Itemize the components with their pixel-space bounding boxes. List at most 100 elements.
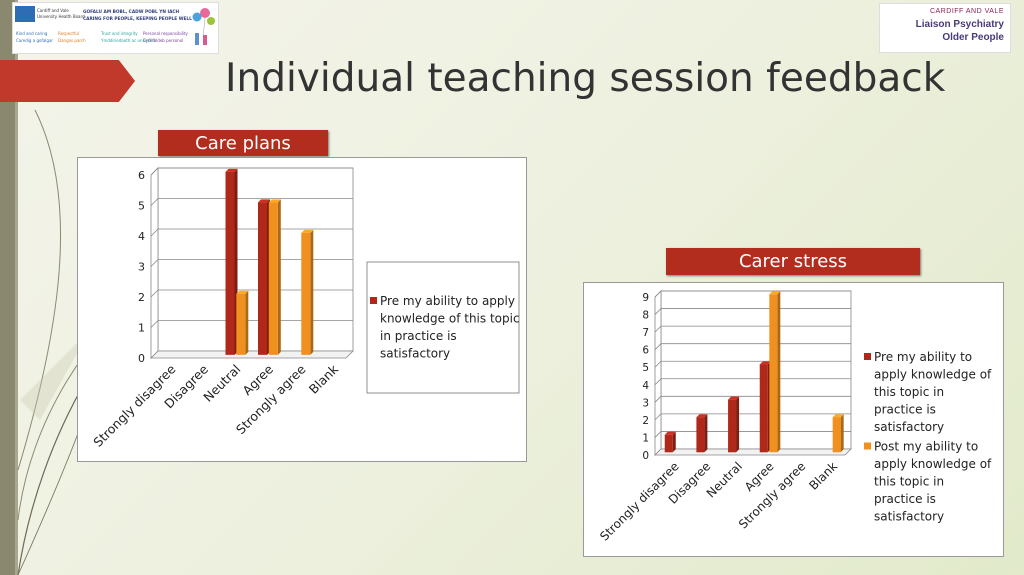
values-row: Kind and caring Respectful Trust and int… [16, 31, 189, 43]
gridline-side [654, 431, 662, 438]
bar-chart0-s1-c3 [268, 199, 281, 355]
gridline-side [150, 289, 159, 298]
legend-label: Post my ability to [874, 440, 978, 454]
legend-entry: Pre my ability to apply knowledge of this … [864, 350, 992, 434]
y-tick-label: 4 [138, 230, 145, 243]
legend-label: knowledge of this topic [380, 312, 520, 326]
bar-chart1-s1-c5 [832, 414, 844, 453]
legend-label: this topic in [874, 385, 944, 399]
value-welsh-3: Cyfrifoldeb personol [143, 38, 183, 43]
value-2: Trust and integrity [100, 31, 138, 36]
y-tick-label: 7 [642, 327, 649, 339]
red-arrow-decor [0, 60, 135, 102]
y-tick-label: 1 [642, 432, 649, 444]
value-welsh-0: Caredig a gofalgar [16, 38, 53, 43]
gridline-side [150, 320, 159, 328]
legend-label: practice is [874, 403, 936, 417]
y-tick-label: 0 [642, 450, 649, 462]
nhs-crest-icon [15, 6, 35, 22]
english-line: CARING FOR PEOPLE, KEEPING PEOPLE WELL [83, 16, 192, 22]
x-tick-label: Blank [306, 361, 342, 397]
logo-line-2: Older People [942, 32, 1004, 43]
balloons-icon [192, 8, 215, 45]
nhs-values-logo: Cardiff and Vale University Health Board… [12, 2, 219, 54]
legend-swatch [864, 442, 871, 450]
bar-chart1-s0-c1 [696, 414, 708, 453]
legend-label: satisfactory [874, 420, 944, 434]
gridline-side [654, 308, 662, 315]
nhs-line-2: University Health Board [37, 14, 85, 19]
gridline-side [654, 396, 662, 403]
x-tick-label: Blank [806, 459, 840, 493]
left-decor-bar [0, 0, 15, 575]
liaison-psychiatry-logo: CARDIFF AND VALE Liaison Psychiatry Olde… [879, 3, 1011, 53]
chart-title-care-plans: Care plans [158, 130, 328, 156]
legend-entry: Pre my ability to apply knowledge of this… [370, 294, 520, 361]
y-tick-label: 6 [642, 345, 649, 357]
legend-label: in practice is [380, 329, 457, 343]
legend-label: apply knowledge of [874, 457, 992, 471]
legend-label: this topic in [874, 475, 944, 489]
y-tick-label: 9 [642, 292, 649, 304]
legend-label: Pre my ability to apply [380, 294, 515, 308]
slide-title: Individual teaching session feedback [225, 56, 946, 101]
bar-chart0-s0-c3 [258, 199, 270, 355]
legend-label: satisfactory [380, 347, 450, 361]
chart-panel-care-plans: 0 1 2 3 4 5 6 Strongly disagree Disagree Neutral A… [77, 157, 527, 462]
gridline-side [150, 167, 159, 176]
chart-title-carer-stress: Carer stress [666, 248, 920, 275]
legend-label: Pre my ability to [874, 350, 972, 364]
value-1: Respectful [58, 31, 79, 36]
y-tick-label: 2 [642, 415, 649, 427]
welsh-line: GOFALU AM BOBL, CADW POBL YN IACH [83, 9, 180, 15]
legend-label: practice is [874, 492, 936, 506]
y-tick-label: 5 [642, 362, 649, 374]
gridline-side [654, 413, 662, 421]
y-tick-label: 3 [138, 261, 145, 274]
gridline-side [654, 325, 662, 333]
x-tick-label: Neutral [704, 459, 745, 500]
y-tick-label: 6 [138, 169, 145, 182]
chart-back-wall [660, 290, 852, 450]
value-welsh-2: Ymddiriedaeth ac uniondeb [100, 38, 157, 43]
bar-chart1-s1-c3 [769, 291, 781, 453]
bar-chart1-s0-c3 [759, 361, 771, 453]
y-tick-label: 1 [138, 322, 145, 335]
bar-chart1-s0-c0 [664, 431, 676, 453]
legend-swatch [370, 297, 377, 304]
gridline-side [654, 290, 662, 298]
left-decor-accent [15, 0, 18, 575]
chart-panel-carer-stress: 0 1 2 3 4 5 6 7 8 9 Strongly disagree Disagree Neutr… [583, 282, 1004, 557]
y-tick-label: 4 [642, 380, 649, 392]
chart-floor [654, 448, 852, 456]
gridline-side [654, 343, 662, 350]
legend-label: satisfactory [874, 510, 944, 524]
gridline-side [150, 228, 159, 237]
y-tick-label: 2 [138, 291, 145, 304]
y-tick-label: 3 [642, 397, 649, 409]
nhs-values-logo-graphic: Cardiff and Vale University Health Board… [15, 6, 215, 45]
gridline-side [150, 259, 159, 267]
y-tick-label: 0 [138, 352, 145, 365]
logo-small-text: CARDIFF AND VALE [930, 8, 1004, 15]
bar-chart0-s1-c4 [301, 229, 314, 355]
nhs-line-1: Cardiff and Vale [37, 8, 69, 13]
bar-chart0-s1-c2 [236, 290, 249, 355]
logo-line-1: Liaison Psychiatry [915, 19, 1004, 30]
value-0: Kind and caring [16, 31, 48, 36]
chart-floor [150, 350, 354, 359]
gridline-side [654, 378, 662, 386]
legend-swatch [864, 353, 871, 360]
legend-entry: Post my ability to apply knowledge of this… [864, 440, 992, 524]
y-tick-label: 5 [138, 200, 145, 213]
chart-side-wall [654, 290, 662, 456]
gridline-side [150, 198, 159, 206]
bar-chart0-s0-c2 [225, 168, 238, 355]
gridline-side [654, 360, 662, 368]
legend-box [366, 261, 520, 394]
value-3: Personal responsibility [143, 31, 189, 36]
y-tick-label: 8 [642, 310, 649, 322]
value-welsh-1: Dangos parch [58, 38, 86, 43]
